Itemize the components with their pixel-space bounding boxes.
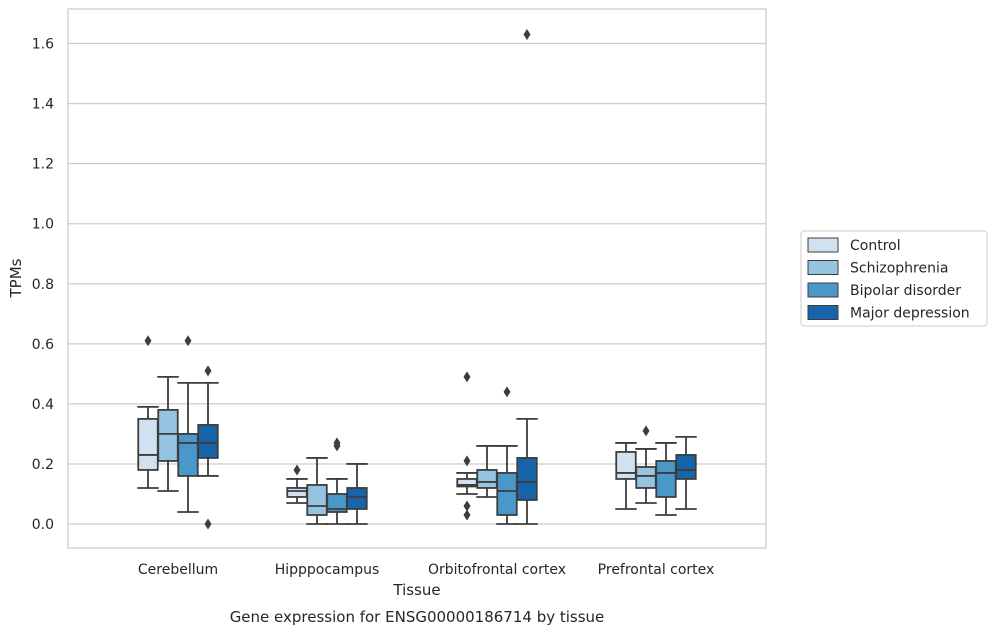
box-iqr bbox=[615, 451, 637, 480]
series-major-depression bbox=[197, 28, 697, 530]
box-iqr bbox=[476, 469, 498, 489]
series-bipolar-disorder bbox=[177, 335, 677, 525]
outlier-point bbox=[463, 509, 471, 521]
box bbox=[326, 437, 348, 525]
box-iqr bbox=[655, 460, 677, 498]
plot-area-frame bbox=[67, 8, 767, 549]
outlier-point bbox=[503, 386, 511, 398]
box-iqr bbox=[675, 454, 697, 480]
outlier-point bbox=[463, 455, 471, 467]
box-series bbox=[137, 28, 697, 530]
box-iqr bbox=[157, 408, 179, 462]
box bbox=[286, 464, 308, 504]
box bbox=[516, 28, 538, 525]
y-tick-label: 0.4 bbox=[32, 397, 54, 413]
outlier-point bbox=[523, 28, 531, 40]
y-tick-label: 1.2 bbox=[32, 157, 54, 173]
series-control bbox=[137, 335, 637, 521]
outlier-point bbox=[204, 365, 212, 377]
box-iqr bbox=[496, 472, 518, 516]
y-tick-label: 0.8 bbox=[32, 277, 54, 293]
box bbox=[306, 457, 328, 525]
box bbox=[675, 436, 697, 510]
box-iqr bbox=[306, 484, 328, 516]
outlier-point bbox=[333, 440, 341, 452]
legend-label: Schizophrenia bbox=[850, 261, 948, 277]
x-tick-label: Hipppocampus bbox=[275, 562, 380, 578]
y-tick-label: 0.6 bbox=[32, 337, 54, 353]
legend-swatch bbox=[807, 260, 839, 275]
x-axis-ticks: Cerebellum Hipppocampus Orbitofrontal cort… bbox=[138, 562, 714, 578]
series-schizophrenia bbox=[157, 375, 657, 525]
box bbox=[177, 335, 199, 513]
y-tick-label: 1.6 bbox=[32, 37, 54, 53]
outlier-point bbox=[184, 335, 192, 347]
box bbox=[197, 365, 219, 530]
y-tick-label: 0.0 bbox=[32, 517, 54, 533]
y-tick-label: 1.4 bbox=[32, 97, 54, 113]
box-iqr bbox=[346, 487, 368, 510]
box-iqr bbox=[197, 423, 219, 459]
outlier-point bbox=[293, 464, 301, 476]
legend-label: Control bbox=[850, 238, 901, 254]
outlier-point bbox=[463, 500, 471, 512]
chart-caption: Gene expression for ENSG00000186714 by t… bbox=[230, 608, 605, 626]
y-axis-label: TPMs bbox=[7, 258, 25, 298]
outlier-point bbox=[144, 335, 152, 347]
box bbox=[496, 386, 518, 525]
box bbox=[157, 375, 179, 492]
box bbox=[137, 335, 159, 489]
x-tick-label: Orbitofrontal cortex bbox=[428, 562, 566, 578]
outlier-point bbox=[204, 518, 212, 530]
y-tick-label: 1.0 bbox=[32, 217, 54, 233]
legend-label: Bipolar disorder bbox=[850, 283, 961, 299]
box-iqr bbox=[516, 457, 538, 501]
box-iqr bbox=[286, 487, 308, 498]
legend-frame bbox=[800, 230, 988, 327]
box bbox=[456, 371, 478, 521]
y-tick-label: 0.2 bbox=[32, 457, 54, 473]
x-axis-label: Tissue bbox=[392, 581, 440, 599]
box-iqr bbox=[177, 433, 199, 477]
legend: Control Schizophrenia Bipolar disorder Majo… bbox=[800, 230, 988, 327]
outlier-point bbox=[642, 425, 650, 437]
outlier-point bbox=[463, 371, 471, 383]
box-iqr bbox=[137, 417, 159, 471]
box bbox=[655, 442, 677, 516]
legend-swatch bbox=[807, 237, 839, 253]
x-tick-label: Cerebellum bbox=[138, 562, 218, 578]
box bbox=[476, 445, 498, 498]
box-iqr bbox=[635, 466, 657, 489]
y-axis-ticks: 0.0 0.2 0.4 0.6 0.8 1.0 1.2 1.4 1.6 bbox=[32, 37, 54, 534]
legend-swatch bbox=[807, 305, 839, 320]
legend-label: Major depression bbox=[850, 306, 970, 322]
legend-swatch bbox=[807, 282, 839, 298]
x-tick-label: Prefrontal cortex bbox=[598, 562, 715, 578]
box bbox=[615, 442, 637, 510]
box bbox=[346, 463, 368, 525]
